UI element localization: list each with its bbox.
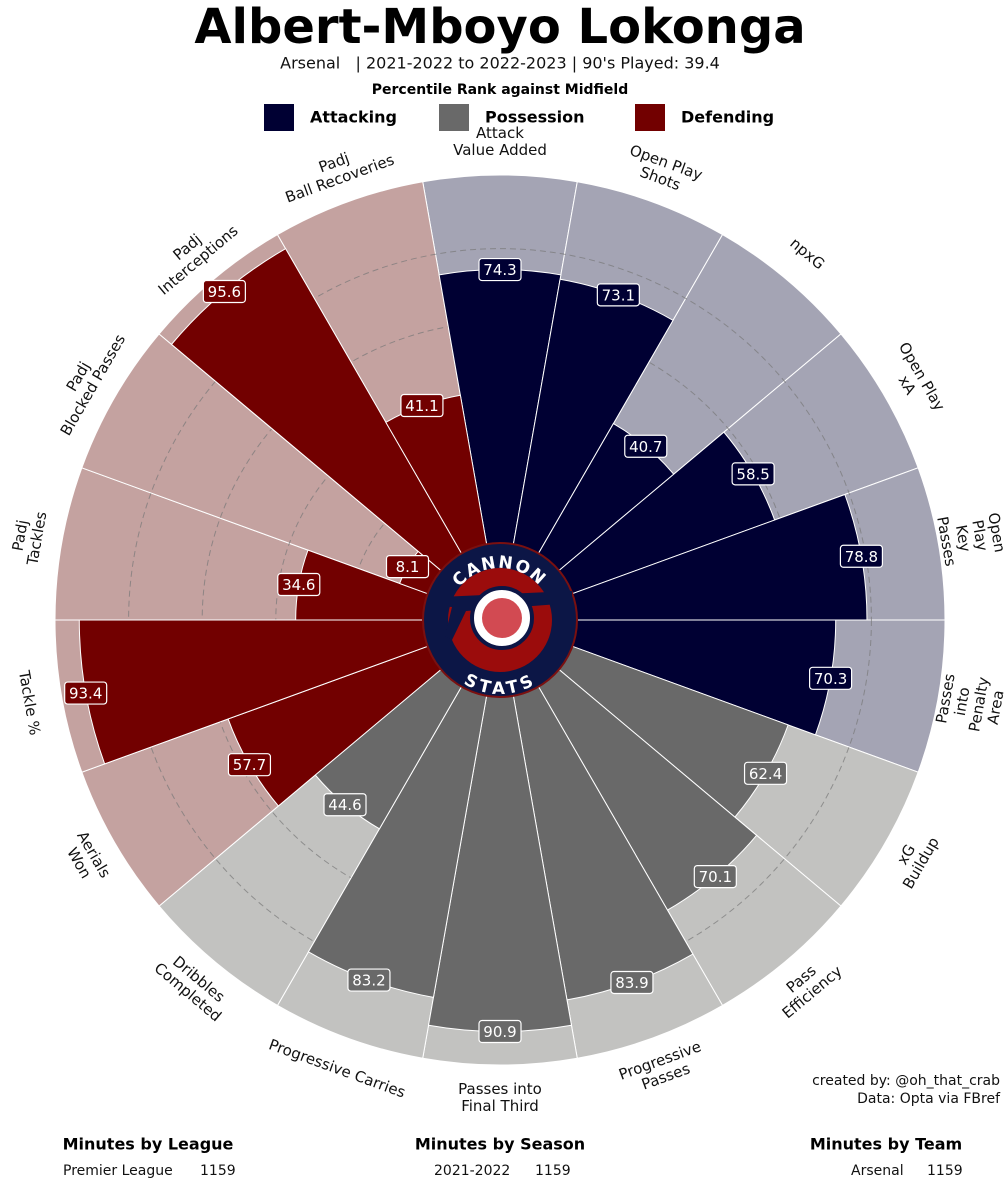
value-label: 83.2 (352, 972, 385, 990)
value-label: 78.8 (845, 548, 878, 566)
value-label-box (202, 279, 246, 304)
value-label-box (64, 681, 108, 705)
value-label-box (277, 572, 321, 597)
value-label: 62.4 (749, 765, 782, 783)
value-label: 44.6 (328, 796, 361, 814)
value-label: 8.1 (396, 558, 420, 576)
category-label: Passes into Penalty Area (931, 672, 1008, 734)
value-label: 74.3 (483, 261, 516, 279)
value-label: 40.7 (629, 438, 662, 456)
credit: Data: Opta via FBref (857, 1091, 1001, 1107)
value-label-box (731, 462, 775, 486)
legend-label: Possession (485, 108, 585, 127)
category-label: Attack Value Added (453, 124, 547, 159)
value-label: 83.9 (615, 974, 648, 992)
legend-label: Attacking (310, 108, 397, 127)
value-label-box (478, 1019, 522, 1044)
value-label-box (478, 257, 522, 282)
slices: 74.3 73.1 40.7 58.5 78.8 70.3 62.4 70.1 83.9 90.9… (54, 174, 946, 1066)
value-label: 95.6 (208, 283, 241, 301)
footer-title: Minutes by Team (810, 1135, 962, 1154)
value-label-box (743, 761, 788, 785)
value-label: 73.1 (602, 286, 635, 304)
value-label: 57.7 (233, 756, 266, 774)
value-label-box (385, 554, 430, 579)
value-label-box (624, 434, 668, 458)
value-label: 90.9 (483, 1023, 516, 1041)
value-label-box (610, 970, 654, 995)
footer-row-value: 1159 (200, 1163, 236, 1179)
logo-cannon (440, 591, 572, 640)
value-label-box (400, 393, 444, 418)
legend-swatch (264, 104, 294, 131)
logo-hub (482, 598, 522, 638)
footer-title: Minutes by League (63, 1135, 234, 1154)
category-label: Passes into Final Third (458, 1080, 542, 1115)
legend-swatch (439, 104, 469, 131)
credit: created by: @oh_that_crab (812, 1073, 1000, 1089)
footer-row-value: 1159 (535, 1163, 571, 1179)
value-label-box (809, 666, 853, 690)
footer-title: Minutes by Season (415, 1135, 585, 1154)
footer-row-label: 2021-2022 (434, 1163, 510, 1179)
value-label: 58.5 (736, 465, 769, 483)
subtitle: Arsenal | 2021-2022 to 2022-2023 | 90's … (280, 54, 720, 73)
value-label: 93.4 (69, 685, 102, 703)
value-label: 34.6 (282, 576, 315, 594)
value-label-box (227, 753, 272, 777)
footer-row-label: Premier League (63, 1163, 173, 1179)
chart-title: Percentile Rank against Midfield (372, 82, 628, 98)
footer-row-value: 1159 (927, 1163, 963, 1179)
value-label-box (347, 968, 391, 992)
player-title: Albert-Mboyo Lokonga (194, 0, 805, 55)
logo: CANNON STATS (422, 542, 578, 699)
value-label: 70.3 (814, 670, 847, 688)
legend-label: Defending (681, 108, 774, 127)
value-label-box (693, 865, 737, 889)
value-label-box (839, 544, 884, 568)
legend-swatch (635, 104, 665, 131)
value-label: 41.1 (405, 397, 438, 415)
value-label-box (323, 793, 367, 817)
footer-row-label: Arsenal (851, 1163, 904, 1179)
value-label-box (596, 283, 640, 307)
value-label: 70.1 (699, 868, 732, 886)
